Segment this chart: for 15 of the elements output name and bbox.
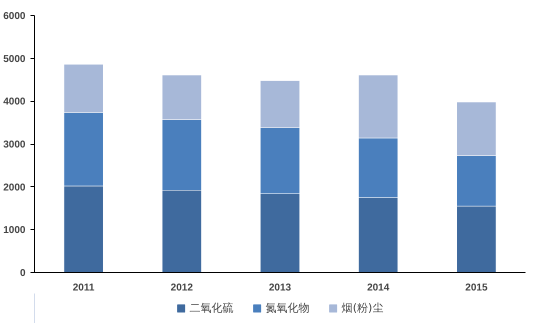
x-tick-label: 2011 — [72, 282, 95, 294]
y-tick-label: 0 — [20, 268, 26, 279]
y-tick-label: 5000 — [3, 54, 26, 65]
y-tick-label: 6000 — [3, 11, 26, 22]
y-tick-label: 3000 — [3, 140, 26, 150]
x-tick-label: 2013 — [268, 282, 292, 294]
y-tick-label: 2000 — [3, 182, 26, 194]
y-tick-label: 4000 — [3, 96, 26, 108]
legend-label: 二氧化硫 — [190, 300, 234, 316]
y-tick-label: 1000 — [3, 225, 26, 236]
x-tick-label: 2012 — [170, 282, 194, 294]
legend-label: 烟(粉)尘 — [342, 300, 384, 316]
x-tick-label: 2014 — [367, 282, 390, 294]
x-tick-label: 2015 — [465, 282, 488, 294]
legend-label: 氮氧化物 — [266, 300, 310, 316]
